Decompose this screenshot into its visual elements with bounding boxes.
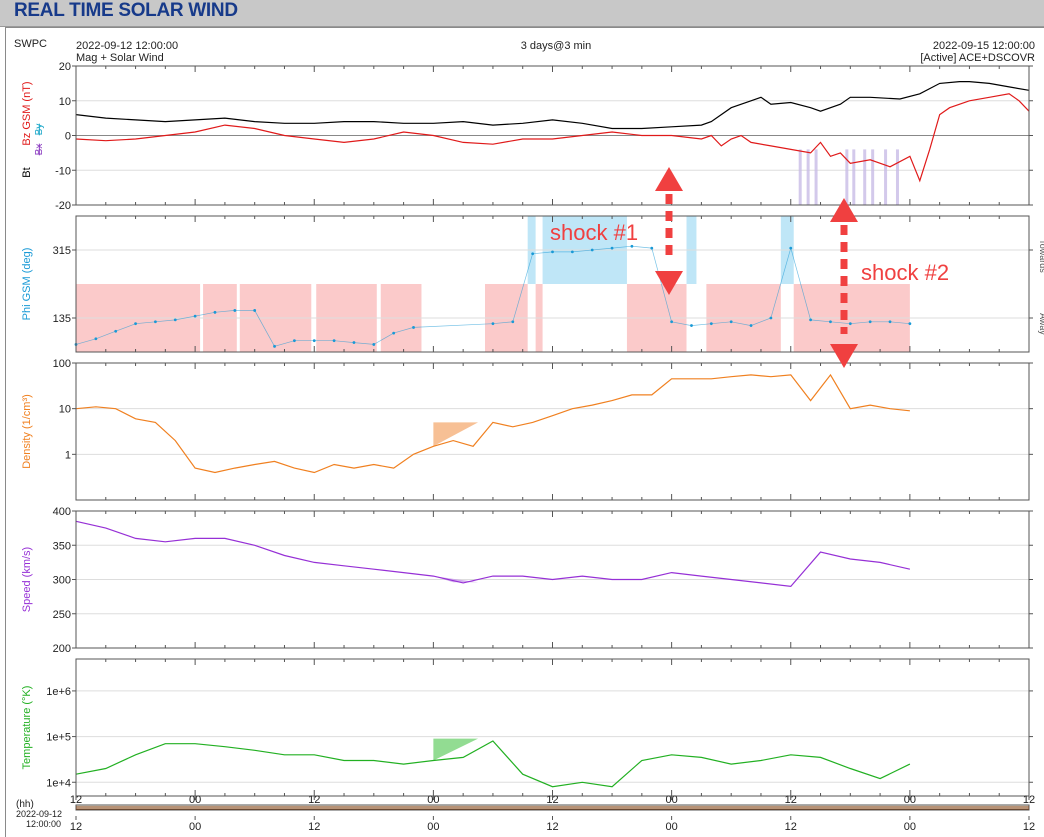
time-tick-label-top: 00 [904,794,916,806]
speed-y-tick-label: 200 [53,643,71,655]
header-bar: REAL TIME SOLAR WIND [0,0,1044,27]
speed-y-tick-label: 350 [53,540,71,552]
bx-by-fill-strip [884,149,888,205]
phi-y-tick-label: 315 [53,245,71,257]
mag-y-tick-label: 0 [65,131,71,143]
density-gap-fill [433,422,479,447]
time-tick-label-top: 12 [1023,794,1035,806]
bx-by-fill-strip [863,149,867,205]
temperature-y-tick-label: 1e+4 [46,777,71,789]
time-tick-label-top: 00 [427,794,439,806]
series-phi-gsm [75,245,910,347]
bx-by-fill-strip [895,149,899,205]
density-frame [75,362,1030,501]
source-label: [Active] ACE+DSCOVR [920,52,1035,64]
shock-arrow-head-down [655,271,683,295]
series-temperature [75,740,911,788]
bx-by-fill-strip [806,149,810,205]
phi-ylabel: Phi GSM (deg) [21,248,33,321]
series-bt [75,81,1030,130]
time-tick-label-top: 12 [785,794,797,806]
time-tick-label-top: 12 [546,794,558,806]
mag-ylabel-by: By [34,124,45,136]
bx-by-fill-strip [798,149,802,205]
series-bz-gsm [75,93,1030,183]
agency-label: SWPC [14,38,47,50]
mag-ylabel-bx: Bx [34,144,45,156]
end-time-label: 2022-09-15 12:00:00 [933,40,1035,52]
density-y-tick-label: 10 [59,404,71,416]
mag-y-tick-label: 10 [59,96,71,108]
mag-ylabel-group: Bt Bz GSM (nT)Bx By [21,81,45,177]
time-tick-label-top: 00 [666,794,678,806]
series-speed [75,520,911,588]
mag-y-tick-label: -10 [55,165,71,177]
shock-1-label: shock #1 [550,220,638,245]
time-unit-label: (hh) [16,799,34,810]
time-tick-label-top: 00 [189,794,201,806]
density-ylabel: Density (1/cm³) [21,394,33,469]
speed-y-tick-label: 400 [53,506,71,518]
density-y-tick-label: 1 [65,449,71,461]
bx-by-fill-strip [871,149,875,205]
subtitle-label: Mag + Solar Wind [76,52,164,64]
shock-arrow-head-up [830,198,858,222]
phi-y-tick-label: 135 [53,313,71,325]
temperature-gap-fill [433,738,479,761]
mag-y-tick-label: 20 [59,61,71,73]
time-start-time: 12:00:00 [26,819,61,829]
time-tick-label-bottom: 12 [785,821,797,833]
density-y-tick-label: 100 [53,358,71,370]
start-time-label: 2022-09-12 12:00:00 [76,40,178,52]
time-tick-label-bottom: 00 [427,821,439,833]
mag-ylabel-bt: Bt [21,167,33,177]
mag-ylabel-bz: Bz GSM (nT) [21,81,33,145]
time-tick-label-bottom: 12 [70,821,82,833]
temperature-y-tick-label: 1e+6 [46,686,71,698]
range-label: 3 days@3 min [521,40,591,52]
shock-2-label: shock #2 [861,260,949,285]
time-tick-label-top: 12 [70,794,82,806]
mag-y-tick-label: -20 [55,200,71,212]
shock-arrow-head-up [655,167,683,191]
page-title: REAL TIME SOLAR WIND [14,0,238,21]
speed-y-tick-label: 250 [53,609,71,621]
temperature-y-tick-label: 1e+5 [46,732,71,744]
time-tick-label-bottom: 12 [308,821,320,833]
time-tick-label-bottom: 00 [189,821,201,833]
temperature-ylabel: Temperature (°K) [21,686,33,770]
time-start-date: 2022-09-12 [16,809,62,819]
bx-by-fill-strip [852,149,856,205]
phi-right-label-towards: Towards [1038,239,1044,273]
speed-y-tick-label: 300 [53,575,71,587]
speed-gap-fill [433,576,479,583]
time-tick-label-bottom: 12 [1023,821,1035,833]
bx-by-fill-strip [845,149,849,205]
speed-ylabel: Speed (km/s) [21,547,33,612]
time-tick-label-bottom: 00 [904,821,916,833]
time-tick-label-bottom: 00 [666,821,678,833]
time-tick-label-bottom: 12 [546,821,558,833]
bx-by-fill-strip [814,149,818,205]
series-density [75,373,910,474]
time-tick-label-top: 12 [308,794,320,806]
shock-arrow-head-down [830,344,858,368]
phi-right-label-away: Away [1038,313,1044,335]
chart-frame: SWPC 2022-09-12 12:00:00 Mag + Solar Wind 3… [5,27,1044,837]
